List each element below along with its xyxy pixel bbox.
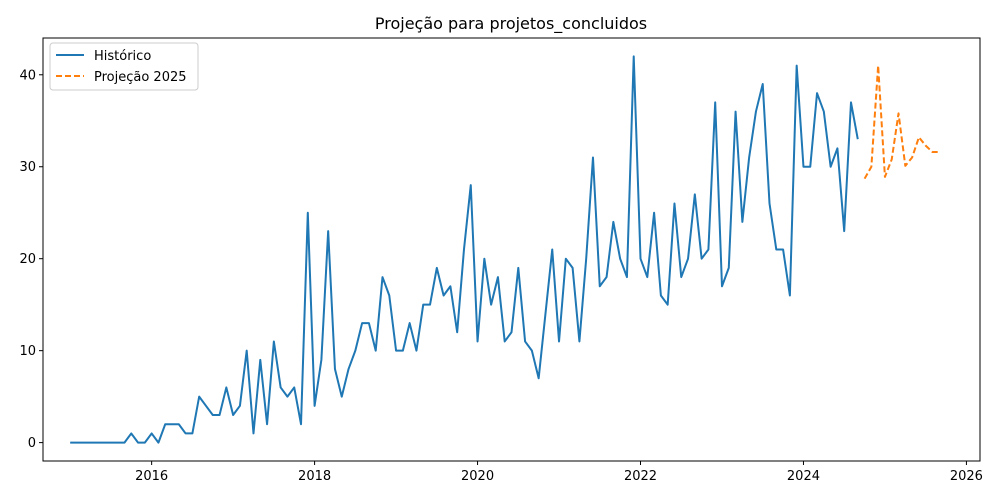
y-tick-label: 30 — [19, 160, 36, 175]
x-tick-label: 2022 — [624, 469, 657, 484]
x-tick-label: 2018 — [298, 469, 331, 484]
chart-title: Projeção para projetos_concluidos — [375, 14, 647, 34]
y-tick-label: 20 — [19, 252, 36, 267]
legend: Histórico Projeção 2025 — [49, 42, 199, 91]
series-line-historico — [70, 55, 859, 444]
y-axis: 0 10 20 30 40 — [19, 68, 43, 451]
y-tick-label: 10 — [19, 344, 36, 359]
x-tick-label: 2024 — [787, 469, 820, 484]
x-axis: 2016 2018 2020 2022 2024 2026 — [135, 461, 983, 484]
series-layer — [70, 55, 940, 444]
plot-frame — [42, 37, 981, 462]
y-tick-label: 0 — [28, 436, 36, 451]
x-tick-label: 2016 — [135, 469, 168, 484]
legend-label-projecao: Projeção 2025 — [94, 70, 187, 85]
legend-box — [49, 42, 199, 91]
x-tick-label: 2020 — [461, 469, 494, 484]
y-tick-label: 40 — [19, 68, 36, 83]
series-line-projecao — [863, 64, 940, 180]
legend-label-historico: Histórico — [94, 49, 151, 64]
x-tick-label: 2026 — [950, 469, 983, 484]
